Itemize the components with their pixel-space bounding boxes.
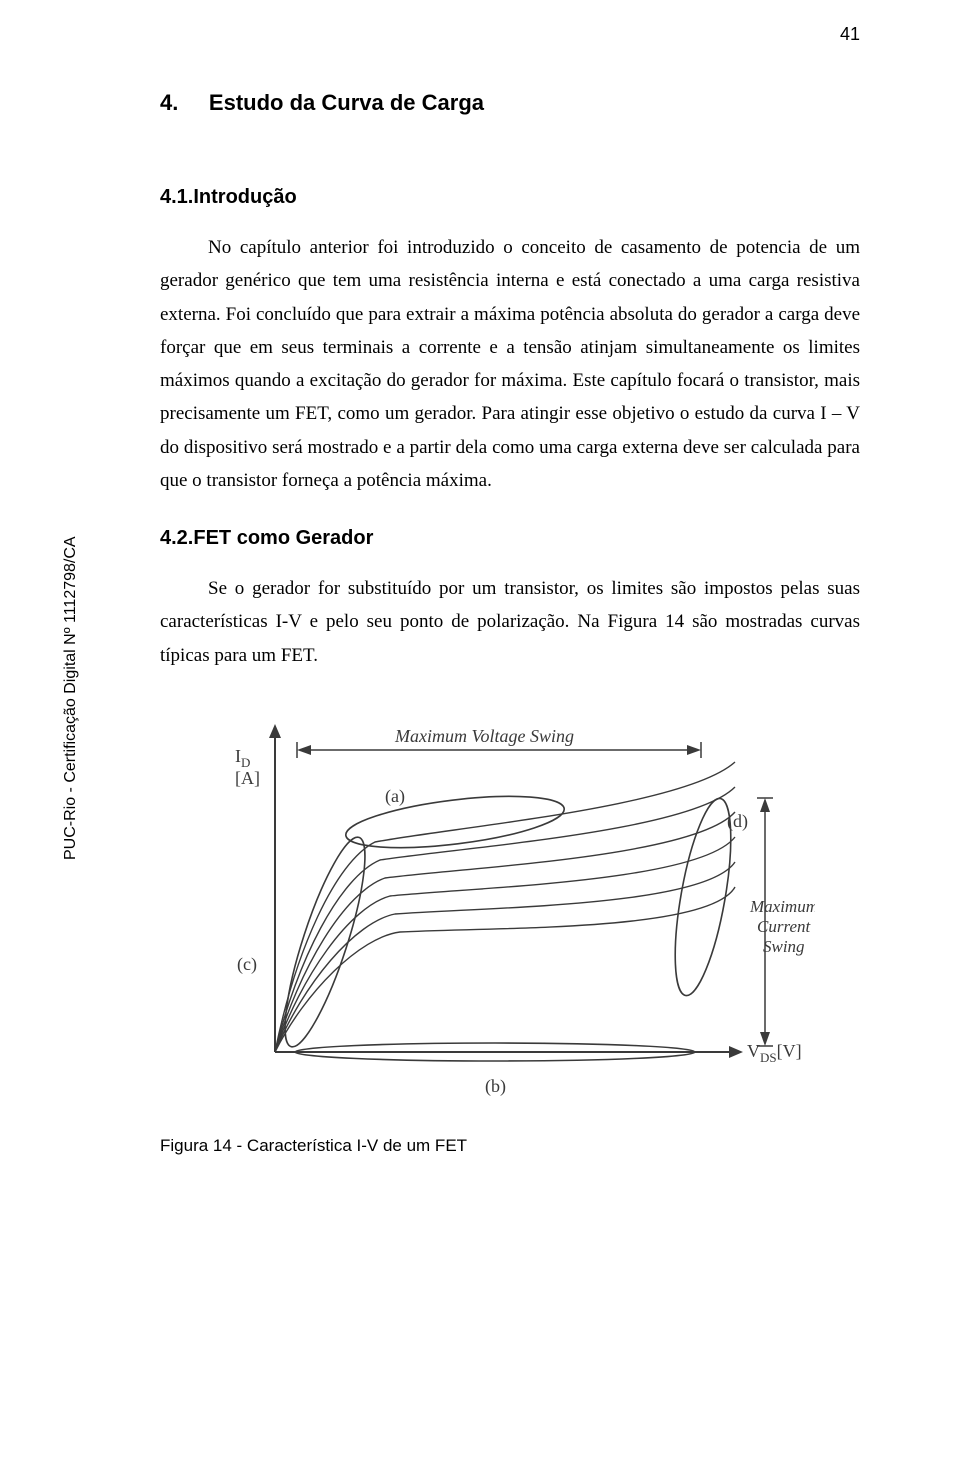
voltage-swing-label: Maximum Voltage Swing [394,726,574,746]
fet-paragraph: Se o gerador for substituído por um tran… [160,572,860,672]
intro-paragraph: No capítulo anterior foi introduzido o c… [160,231,860,497]
chapter-number: 4. [160,90,178,115]
section-title: FET como Gerador [193,527,373,549]
chapter-heading: 4. Estudo da Curva de Carga [160,90,860,116]
iv-curves-group [275,762,735,1052]
current-swing-label-3: Swing [763,937,805,956]
section-number: 4.1. [160,186,193,208]
annotation-b: (b) [485,1076,506,1097]
vertical-certification-label: PUC-Rio - Certificação Digital Nº 111279… [62,536,80,860]
section-number: 4.2. [160,527,193,549]
current-swing-label-2: Current [757,917,811,936]
figure-14: ID [A] VDS[V] Maximum Voltage Swing Maxi… [160,702,860,1112]
figure-caption: Figura 14 - Característica I-V de um FET [160,1136,860,1156]
page-number: 41 [840,24,860,45]
iv-characteristic-diagram: ID [A] VDS[V] Maximum Voltage Swing Maxi… [205,702,815,1112]
chapter-title: Estudo da Curva de Carga [209,90,484,115]
y-axis-unit: [A] [235,768,260,788]
y-axis-label: ID [235,746,250,770]
annotation-c: (c) [237,954,257,975]
section-heading-intro: 4.1.Introdução [160,186,860,209]
annotation-d: (d) [727,811,748,832]
x-axis-label: VDS[V] [747,1041,802,1065]
section-heading-fet: 4.2.FET como Gerador [160,527,860,550]
annotation-a: (a) [385,786,405,807]
current-swing-label-1: Maximum [749,897,815,916]
section-title: Introdução [193,186,296,208]
